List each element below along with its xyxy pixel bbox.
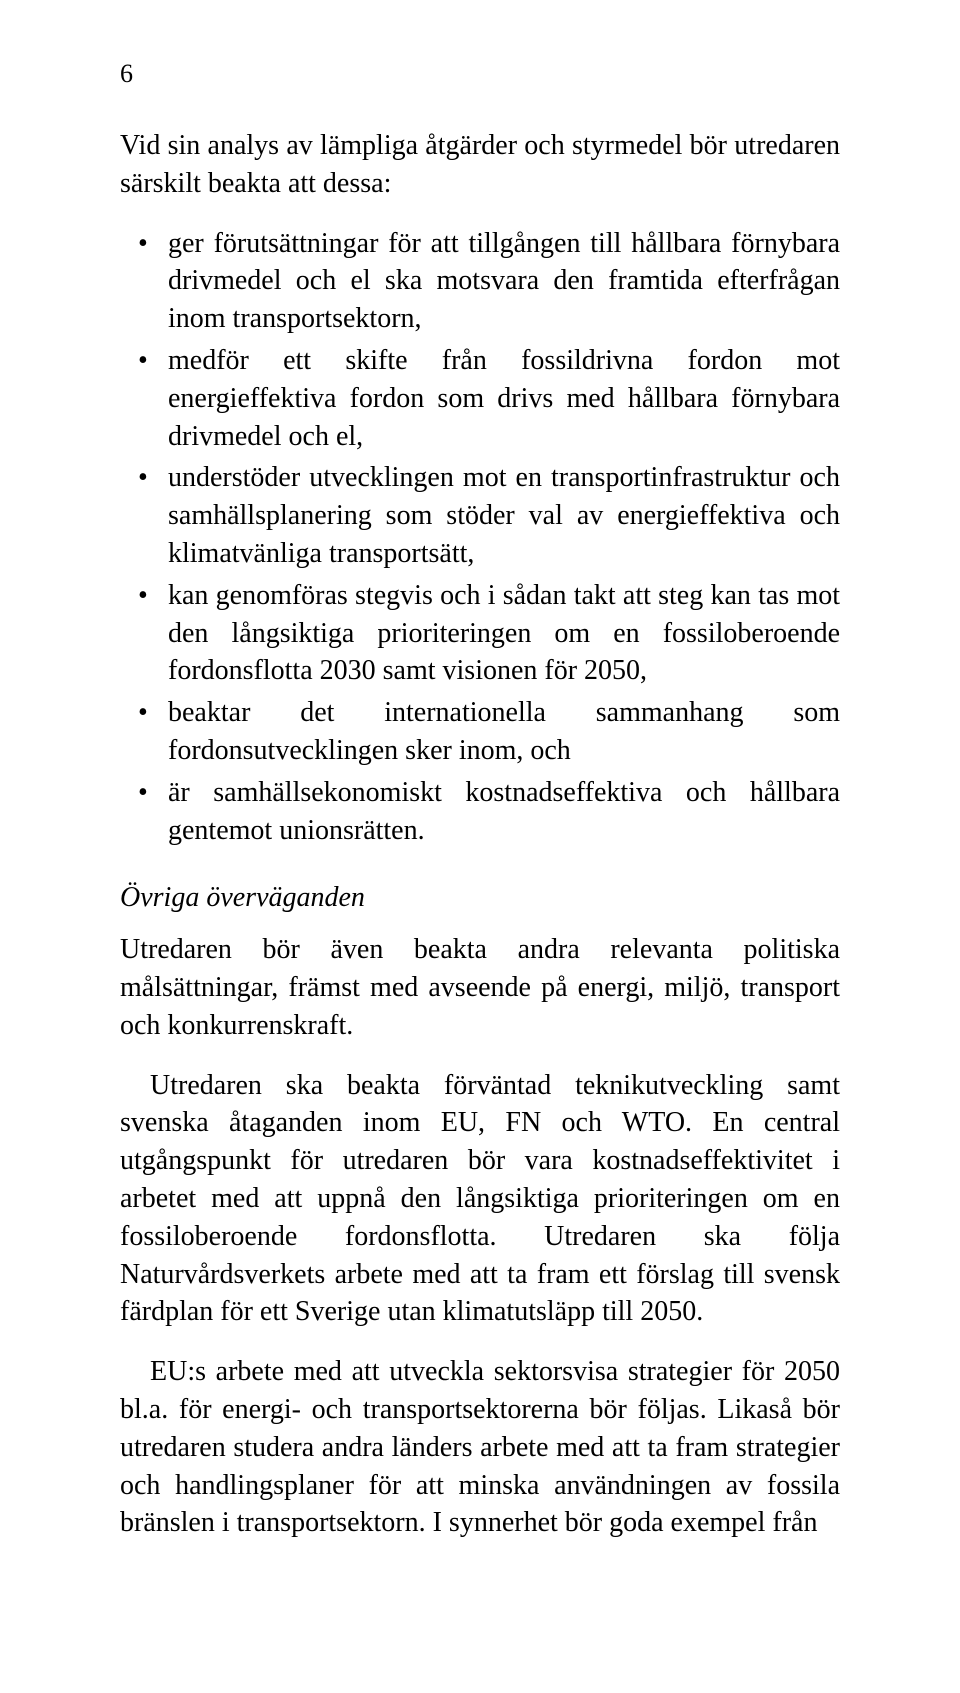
bullet-item: ger förutsättningar för att tillgången t… (120, 225, 840, 338)
document-page: 6 Vid sin analys av lämpliga åtgärder oc… (0, 0, 960, 1693)
bullet-list: ger förutsättningar för att tillgången t… (120, 225, 840, 850)
bullet-item: är samhällsekonomiskt kostnadseffektiva … (120, 774, 840, 850)
bullet-item: medför ett skifte från fossildrivna ford… (120, 342, 840, 455)
page-number: 6 (120, 56, 840, 91)
bullet-item: beaktar det internationella sammanhang s… (120, 694, 840, 770)
bullet-item: understöder utvecklingen mot en transpor… (120, 459, 840, 572)
body-paragraph: EU:s arbete med att utveckla sektorsvisa… (120, 1353, 840, 1542)
body-paragraph: Utredaren ska beakta förväntad teknikutv… (120, 1067, 840, 1332)
intro-paragraph: Vid sin analys av lämpliga åtgärder och … (120, 127, 840, 203)
body-paragraph: Utredaren bör även beakta andra relevant… (120, 931, 840, 1044)
bullet-item: kan genomföras stegvis och i sådan takt … (120, 577, 840, 690)
section-subhead: Övriga överväganden (120, 879, 840, 917)
